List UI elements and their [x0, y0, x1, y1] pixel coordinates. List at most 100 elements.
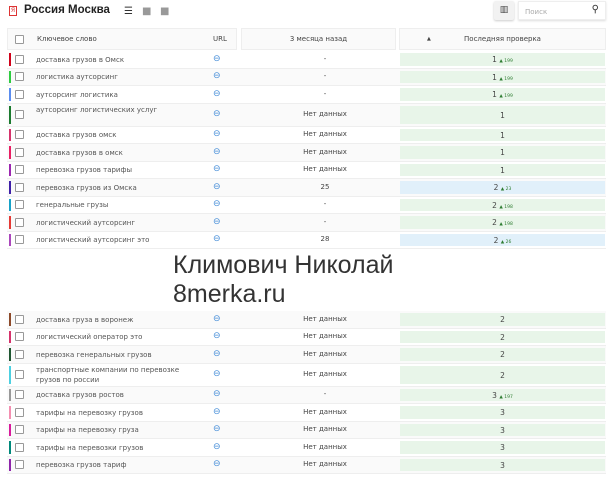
link-icon[interactable]: ⊖ [213, 348, 221, 359]
row-checkbox[interactable] [15, 72, 24, 82]
row-checkbox[interactable] [15, 407, 24, 417]
link-icon[interactable]: ⊖ [213, 88, 221, 99]
row-checkbox[interactable] [15, 110, 24, 119]
keyword: тарифы на перевозки грузов [36, 443, 144, 452]
row-checkbox[interactable] [15, 147, 24, 157]
table-row: доставка грузов омск ⊖ Нет данных 1 [7, 126, 606, 144]
link-icon[interactable]: ⊖ [213, 146, 221, 157]
link-icon[interactable]: ⊖ [213, 441, 221, 452]
position: 1 [500, 148, 505, 157]
row-checkbox[interactable] [15, 442, 24, 452]
link-icon[interactable]: ⊖ [213, 424, 221, 435]
months-ago-value: - [323, 72, 327, 81]
link-icon[interactable]: ⊖ [213, 71, 221, 82]
row-checkbox[interactable] [15, 217, 24, 227]
row-color-marker [9, 406, 11, 419]
header-last-check-label: Последняя проверка [464, 35, 541, 43]
last-check-cell: 1 ▲ 199 [400, 70, 605, 83]
yandex-icon: Я [9, 6, 17, 16]
last-check-cell: 2 ▲ 23 [400, 181, 605, 194]
link-icon[interactable]: ⊖ [213, 234, 221, 245]
position: 2 [492, 200, 497, 210]
header-last-check[interactable]: ▲ Последняя проверка [399, 28, 606, 50]
last-check-cell: 2 ▲ 26 [400, 233, 605, 246]
keyword: перевозка генеральных грузов [36, 350, 152, 359]
row-color-marker [9, 348, 11, 361]
row-checkbox[interactable] [15, 390, 24, 400]
link-icon[interactable]: ⊖ [213, 331, 221, 342]
last-check-cell: 2 ▲ 198 [400, 198, 605, 211]
keyword: доставка грузов в омск [36, 148, 123, 157]
table-row: логистика аутсорсинг ⊖ - 1 ▲ 199 [7, 68, 606, 86]
position: 3 [500, 460, 505, 470]
row-checkbox[interactable] [15, 130, 24, 140]
link-icon[interactable]: ⊖ [213, 313, 221, 324]
row-checkbox[interactable] [15, 165, 24, 175]
row-color-marker [9, 105, 11, 124]
row-checkbox[interactable] [15, 235, 24, 245]
months-ago-value: - [323, 200, 327, 209]
header-keyword[interactable]: Ключевое слово [37, 35, 97, 43]
folder-image-icon[interactable]: ■ [160, 6, 170, 17]
months-ago-value: Нет данных [303, 460, 347, 469]
link-icon[interactable]: ⊖ [213, 406, 221, 417]
row-checkbox[interactable] [15, 182, 24, 192]
link-icon[interactable]: ⊖ [213, 129, 221, 140]
row-color-marker [9, 53, 11, 66]
row-checkbox[interactable] [15, 314, 24, 324]
row-color-marker [9, 388, 11, 401]
months-ago-value: Нет данных [303, 147, 347, 156]
select-all-checkbox[interactable] [15, 35, 24, 44]
link-icon[interactable]: ⊖ [213, 109, 221, 119]
row-color-marker [9, 198, 11, 211]
position: 2 [500, 370, 505, 380]
row-checkbox[interactable] [15, 460, 24, 470]
last-check-cell: 2 [400, 330, 605, 343]
last-check-cell: 3 ▲ 197 [400, 388, 605, 401]
position-delta: ▲ 199 [499, 94, 513, 99]
row-checkbox[interactable] [15, 370, 24, 379]
row-color-marker [9, 88, 11, 101]
months-ago-value: - [323, 89, 327, 98]
search-input[interactable]: Поиск ⚲ [518, 1, 606, 20]
link-icon[interactable]: ⊖ [213, 369, 221, 379]
link-icon[interactable]: ⊖ [213, 53, 221, 64]
link-icon[interactable]: ⊖ [213, 459, 221, 470]
link-icon[interactable]: ⊖ [213, 164, 221, 175]
row-color-marker [9, 163, 11, 176]
row-checkbox[interactable] [15, 200, 24, 210]
row-checkbox[interactable] [15, 349, 24, 359]
months-ago-value: Нет данных [303, 314, 347, 323]
position-delta: ▲ 199 [499, 59, 513, 64]
search-icon[interactable]: ⚲ [591, 4, 599, 15]
folder-icon[interactable]: ■ [142, 6, 152, 17]
header-months-ago[interactable]: 3 месяца назад [241, 28, 396, 50]
last-check-cell: 1 ▲ 199 [400, 53, 605, 66]
position: 3 [492, 390, 497, 400]
link-icon[interactable]: ⊖ [213, 216, 221, 227]
position-delta: ▲ 198 [499, 222, 513, 227]
columns-button[interactable]: ▥ [494, 1, 514, 20]
keyword: доставка грузов ростов [36, 391, 124, 400]
last-check-cell: 3 [400, 406, 605, 419]
link-icon[interactable]: ⊖ [213, 199, 221, 210]
table-row: доставка грузов ростов ⊖ - 3 ▲ 197 [7, 386, 606, 404]
link-icon[interactable]: ⊖ [213, 181, 221, 192]
table-row: тарифы на перевозки грузов ⊖ Нет данных … [7, 439, 606, 457]
keyword: тарифы на перевозку груза [36, 426, 139, 435]
row-checkbox[interactable] [15, 54, 24, 64]
position: 1 [500, 130, 505, 140]
link-icon[interactable]: ⊖ [213, 389, 221, 400]
table-row: логистический оператор это ⊖ Нет данных … [7, 328, 606, 346]
list-icon[interactable]: ☰ [124, 6, 133, 17]
months-ago-value: 25 [320, 182, 330, 191]
sort-asc-icon[interactable]: ▲ [427, 36, 431, 42]
row-checkbox[interactable] [15, 89, 24, 99]
header-url[interactable]: URL [213, 35, 227, 43]
search-placeholder: Поиск [525, 8, 548, 16]
position-delta: ▲ 26 [500, 239, 512, 245]
keyword: логистический аутсорсинг это [36, 236, 150, 245]
row-checkbox[interactable] [15, 332, 24, 342]
months-ago-value: Нет данных [303, 165, 347, 174]
row-checkbox[interactable] [15, 425, 24, 435]
